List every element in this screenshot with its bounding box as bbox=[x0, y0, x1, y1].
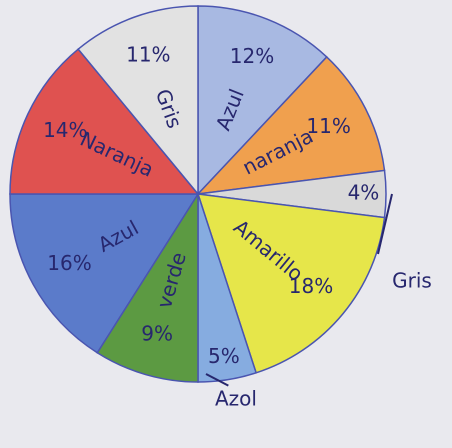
pie-slice bbox=[96, 191, 199, 383]
percent-label: 11% bbox=[306, 114, 350, 138]
percent-label: 9% bbox=[141, 321, 173, 345]
category-label: Gris bbox=[392, 269, 432, 293]
arrow bbox=[205, 373, 229, 387]
percent-label: 12% bbox=[230, 44, 274, 68]
pie-slice bbox=[197, 5, 328, 196]
pie-slice bbox=[9, 48, 200, 195]
percent-label: 14% bbox=[43, 118, 87, 142]
pie-slice bbox=[196, 55, 386, 196]
pie-slice bbox=[9, 193, 200, 354]
percent-label: 11% bbox=[126, 43, 170, 67]
percent-label: 16% bbox=[47, 251, 91, 275]
percent-label: 18% bbox=[289, 274, 333, 298]
percent-label: 4% bbox=[348, 181, 380, 205]
arrow bbox=[377, 193, 393, 255]
percent-label: 5% bbox=[208, 344, 240, 368]
pie-slice bbox=[77, 5, 199, 197]
category-label: Azol bbox=[215, 387, 257, 411]
